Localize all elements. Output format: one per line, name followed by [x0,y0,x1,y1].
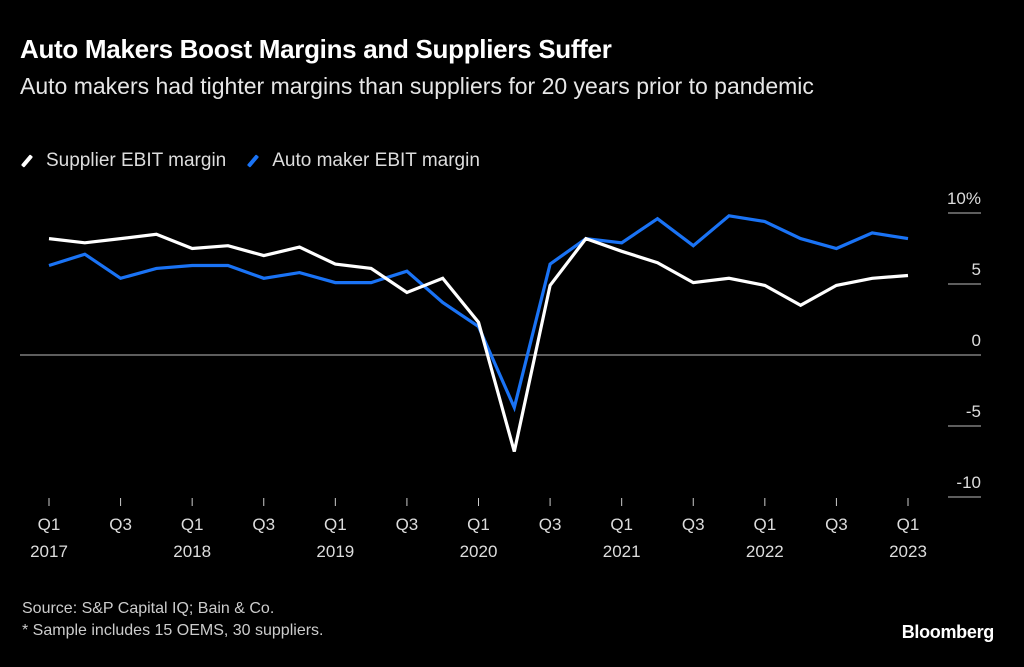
x-tick-label-quarter: Q3 [539,515,562,534]
x-tick-label-quarter: Q3 [396,515,419,534]
legend-item-automaker: Auto maker EBIT margin [246,150,480,172]
sample-note: * Sample includes 15 OEMS, 30 suppliers. [22,622,324,639]
x-tick-label-quarter: Q1 [897,515,920,534]
legend-label-automaker: Auto maker EBIT margin [272,150,480,171]
bloomberg-logo: Bloomberg [901,622,995,642]
x-tick-label-year: 2023 [889,542,927,561]
y-tick-label: 0 [972,331,981,350]
y-tick-label: -5 [966,402,981,421]
legend: Supplier EBIT margin Auto maker EBIT mar… [20,150,500,172]
x-tick-label-quarter: Q1 [467,515,490,534]
x-tick-label-year: 2017 [30,542,68,561]
x-tick-label-quarter: Q1 [38,515,61,534]
footer: Source: S&P Capital IQ; Bain & Co. * Sam… [22,598,323,642]
x-tick-label-quarter: Q3 [682,515,705,534]
series-line-supplier [48,232,909,453]
x-tick-label-year: 2021 [603,542,641,561]
x-tick-label-quarter: Q1 [610,515,633,534]
y-tick-label: 10% [947,189,981,208]
x-axis: Q1 2017 Q3 Q1 2018 Q3 Q1 2019 Q3 Q1 2020 Q3 Q1 2021 Q3… [30,498,927,561]
y-tick-label: -10 [956,473,981,492]
source-note: Source: S&P Capital IQ; Bain & Co. [22,600,275,617]
x-tick-label-year: 2018 [173,542,211,561]
legend-item-supplier: Supplier EBIT margin [20,150,226,172]
x-tick-label-quarter: Q1 [324,515,347,534]
series-line-automaker [48,214,909,413]
x-tick-label-quarter: Q1 [753,515,776,534]
x-tick-label-year: 2022 [746,542,784,561]
y-tick-label: 5 [972,260,981,279]
x-tick-label-quarter: Q3 [109,515,132,534]
x-tick-label-quarter: Q1 [181,515,204,534]
chart-subtitle: Auto makers had tighter margins than sup… [20,73,814,99]
chart-title: Auto Makers Boost Margins and Suppliers … [20,34,612,64]
x-tick-label-year: 2020 [460,542,498,561]
legend-label-supplier: Supplier EBIT margin [46,150,227,171]
y-axis: 10% 5 0 -5 -10 [947,189,981,498]
x-tick-label-quarter: Q3 [252,515,275,534]
x-tick-label-year: 2019 [316,542,354,561]
series-group [48,214,909,453]
x-tick-label-quarter: Q3 [825,515,848,534]
